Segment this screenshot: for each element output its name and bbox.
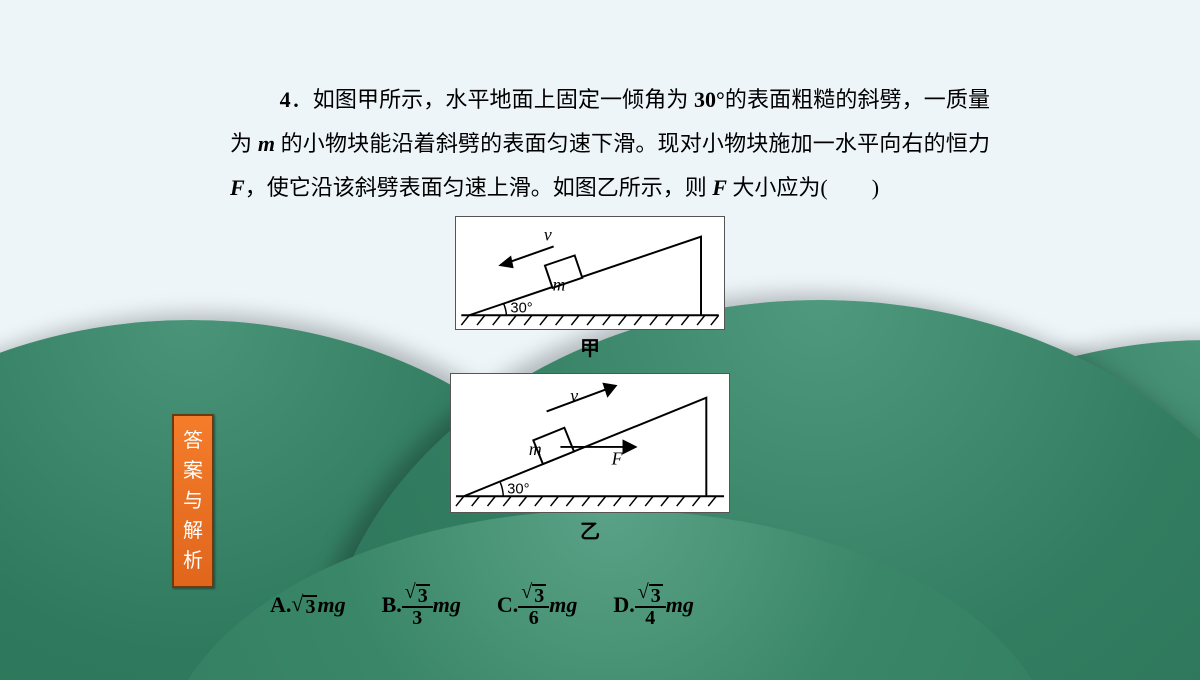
F-label: F — [611, 449, 623, 469]
slide: 4．如图甲所示，水平地面上固定一倾角为 30°的表面粗糙的斜劈，一质量为 m 的… — [0, 0, 1200, 680]
angle-label: 30° — [510, 300, 532, 316]
question-text: 4．如图甲所示，水平地面上固定一倾角为 30°的表面粗糙的斜劈，一质量为 m 的… — [230, 78, 990, 210]
option-A[interactable]: A. √3 mg — [270, 592, 346, 618]
v-label: v — [544, 225, 552, 245]
angle-label-yi: 30° — [507, 481, 529, 497]
diagram-jia: v m 30° — [455, 216, 725, 330]
v-label-yi: v — [570, 386, 578, 406]
m-label: m — [553, 275, 566, 295]
options-row: A. √3 mg B. √3 3 mg C. √3 6 mg D. √3 4 — [270, 582, 970, 628]
m-label-yi: m — [529, 439, 542, 459]
diagram-area: v m 30° 甲 — [440, 216, 740, 556]
question-number: 4 — [280, 87, 291, 112]
diagram-jia-label: 甲 — [440, 332, 740, 361]
answer-badge[interactable]: 答 案 与 解 析 — [172, 414, 214, 588]
option-C[interactable]: C. √3 6 mg — [497, 582, 578, 628]
option-B[interactable]: B. √3 3 mg — [382, 582, 461, 628]
diagram-yi-label: 乙 — [440, 515, 740, 544]
option-D[interactable]: D. √3 4 mg — [613, 582, 694, 628]
diagram-yi: v m F 30° — [450, 373, 730, 513]
